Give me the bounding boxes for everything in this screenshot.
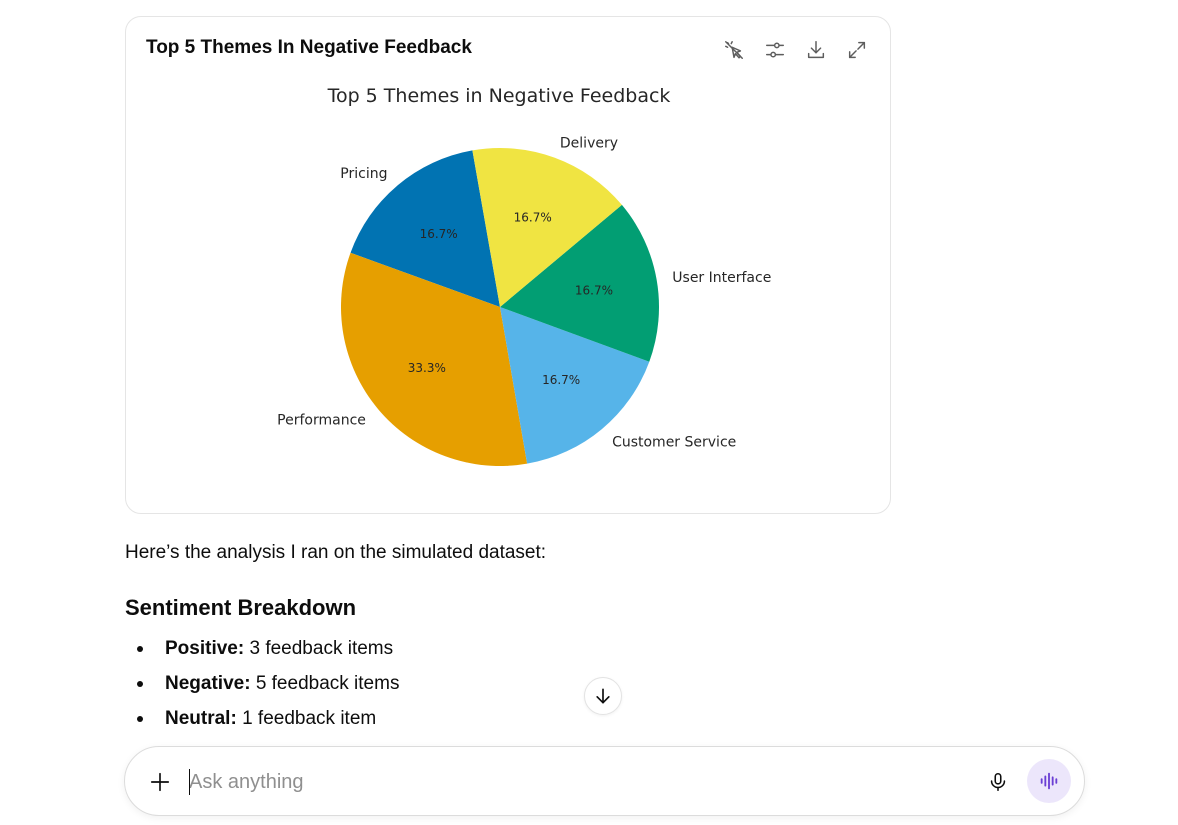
bullet-dot xyxy=(137,681,143,687)
voice-waveform-icon xyxy=(1040,772,1058,790)
intro-text: Here’s the analysis I ran on the simulat… xyxy=(125,542,547,563)
list-item-text: 3 feedback items xyxy=(249,638,394,659)
download-icon xyxy=(807,41,825,59)
scroll-down-button[interactable] xyxy=(584,677,622,715)
list-item-label: Positive: xyxy=(165,638,245,659)
pie-category-label: Delivery xyxy=(560,136,618,152)
pie-percent-label: 16.7% xyxy=(575,284,613,298)
expand-icon xyxy=(848,41,866,59)
pie-category-label: Customer Service xyxy=(612,434,736,450)
pie-chart: Top 5 Themes in Negative Feedback 16.7% P… xyxy=(277,85,771,466)
composer xyxy=(124,746,1085,816)
card-toolbar xyxy=(719,35,872,65)
bullet-dot xyxy=(137,716,143,722)
interactive-off-icon xyxy=(725,41,743,59)
pie-slice-customer-service xyxy=(500,307,650,464)
list-item: Neutral: 1 feedback item xyxy=(125,706,399,741)
chart-title: Top 5 Themes in Negative Feedback xyxy=(327,85,671,107)
sliders-icon xyxy=(766,42,784,58)
download-button[interactable] xyxy=(801,35,831,65)
pie-category-label: Performance xyxy=(277,412,366,428)
microphone-icon xyxy=(990,772,1006,792)
card-title: Top 5 Themes In Negative Feedback xyxy=(146,37,472,58)
pie-category-label: Pricing xyxy=(340,166,387,182)
chart-card: Top 5 Themes In Negative Feedback xyxy=(125,16,891,514)
breakdown-list: Positive: 3 feedback items Negative: 5 f… xyxy=(125,636,399,741)
text-caret xyxy=(189,769,190,795)
list-item-label: Negative: xyxy=(165,673,251,694)
pie-percent-label: 16.7% xyxy=(420,227,458,241)
pie-slice-user-interface xyxy=(500,204,659,362)
prompt-input[interactable] xyxy=(189,767,949,797)
pie-slice-performance xyxy=(341,252,528,466)
section-heading: Sentiment Breakdown xyxy=(125,595,357,620)
bullet-dot xyxy=(137,646,143,652)
add-attachment-button[interactable] xyxy=(145,767,175,797)
plus-icon xyxy=(150,772,170,792)
dictate-button[interactable] xyxy=(983,767,1013,797)
pie-percent-label: 33.3% xyxy=(408,361,446,375)
pie-category-label: User Interface xyxy=(672,270,771,286)
interactive-toggle-button[interactable] xyxy=(719,35,749,65)
pie-percent-label: 16.7% xyxy=(514,210,552,224)
chart-settings-button[interactable] xyxy=(760,35,790,65)
list-item: Negative: 5 feedback items xyxy=(125,671,399,706)
pie-slice-pricing xyxy=(350,150,500,307)
pie-percent-label: 16.7% xyxy=(542,373,580,387)
pie-slice-delivery xyxy=(472,148,622,307)
list-item-label: Neutral: xyxy=(165,708,237,729)
expand-button[interactable] xyxy=(842,35,872,65)
list-item: Positive: 3 feedback items xyxy=(125,636,399,671)
list-item-text: 1 feedback item xyxy=(242,708,377,729)
voice-mode-button[interactable] xyxy=(1027,759,1071,803)
arrow-down-icon xyxy=(596,688,610,704)
list-item-text: 5 feedback items xyxy=(255,673,400,694)
